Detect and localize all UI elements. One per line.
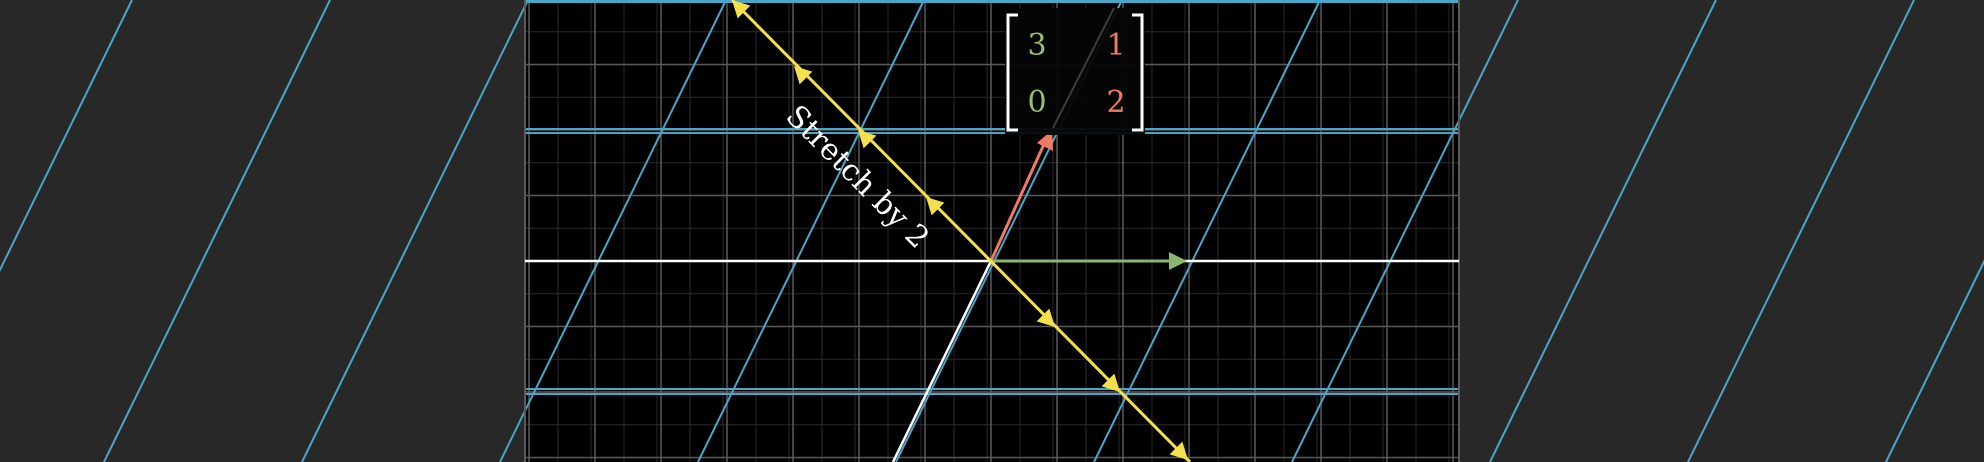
j-hat-vector [989, 141, 1047, 262]
transformed-grid-line [499, 0, 727, 462]
matrix-entry-12: 1 [1106, 28, 1125, 63]
j-hat-arrowhead-icon [1037, 130, 1053, 151]
plot-background [525, 0, 1459, 462]
eigen-arrowhead-icon [732, 0, 751, 19]
transformed-grid-line [0, 0, 133, 273]
matrix-block: 3 1 0 2 [1005, 7, 1145, 135]
eigen-arrowhead-icon [1169, 441, 1188, 460]
matrix-entry-21: 0 [1027, 85, 1046, 120]
eigen-arrowhead-icon [1036, 308, 1055, 327]
transformed-grid-line [1489, 0, 1717, 462]
eigen-arrowhead-icon [1101, 373, 1120, 392]
eigen-arrowhead-icon [858, 130, 877, 149]
transformed-grid-line [1291, 0, 1519, 462]
i-hat-arrowhead-icon [1169, 252, 1187, 270]
transformed-grid-line [1093, 0, 1321, 462]
matrix-entry-11: 3 [1027, 28, 1046, 63]
transformed-y-axis [891, 260, 993, 462]
matrix-backdrop [1005, 8, 1145, 135]
right-bracket-icon [1132, 13, 1144, 132]
eigen-arrowhead-icon [794, 66, 813, 85]
left-bracket-icon [1006, 13, 1018, 132]
transformed-grid-line [103, 0, 331, 462]
eigen-arrowhead-icon [926, 197, 945, 216]
matrix-basis-shadow [1052, 7, 1115, 129]
matrix-entry-22: 2 [1106, 85, 1125, 120]
transformed-grid-line [301, 0, 529, 462]
transformed-grid-line [1885, 259, 1984, 462]
transformed-grid-line [697, 0, 925, 462]
eigenvector-arrows [732, 0, 1188, 460]
transformed-grid-line [1687, 0, 1915, 462]
